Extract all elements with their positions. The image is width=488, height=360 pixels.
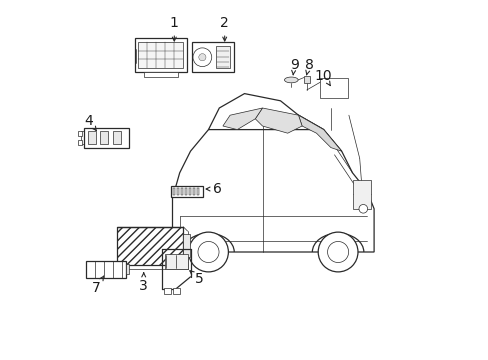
Bar bbox=[304, 76, 309, 83]
Bar bbox=[101, 131, 108, 144]
Bar bbox=[335, 80, 346, 96]
Bar bbox=[184, 188, 187, 195]
Polygon shape bbox=[298, 115, 341, 151]
Circle shape bbox=[199, 54, 205, 61]
Bar bbox=[138, 42, 183, 68]
Text: 8: 8 bbox=[304, 58, 313, 75]
Bar bbox=[125, 264, 129, 274]
Bar bbox=[188, 188, 191, 195]
Circle shape bbox=[198, 242, 219, 262]
Bar bbox=[134, 38, 186, 72]
Circle shape bbox=[193, 48, 211, 67]
Polygon shape bbox=[208, 94, 323, 130]
Bar bbox=[172, 188, 175, 195]
Bar bbox=[183, 234, 189, 257]
Bar bbox=[321, 80, 332, 96]
Circle shape bbox=[188, 232, 228, 272]
Text: 3: 3 bbox=[139, 273, 148, 293]
Bar bbox=[320, 78, 347, 98]
Polygon shape bbox=[172, 108, 373, 252]
Text: 5: 5 bbox=[189, 271, 203, 286]
Text: 2: 2 bbox=[220, 17, 228, 41]
Bar bbox=[177, 188, 179, 195]
Bar bbox=[192, 42, 233, 72]
Bar bbox=[78, 140, 82, 145]
Polygon shape bbox=[255, 108, 302, 133]
Bar bbox=[164, 254, 187, 269]
Bar bbox=[181, 188, 183, 195]
Bar bbox=[215, 46, 230, 68]
Bar bbox=[78, 131, 82, 136]
Bar bbox=[196, 188, 199, 195]
Circle shape bbox=[327, 242, 348, 262]
Bar bbox=[88, 131, 96, 144]
Bar bbox=[170, 186, 203, 197]
Polygon shape bbox=[223, 108, 262, 130]
Circle shape bbox=[318, 232, 357, 272]
Ellipse shape bbox=[284, 77, 298, 83]
Circle shape bbox=[358, 204, 367, 213]
Bar bbox=[352, 180, 370, 209]
Text: 1: 1 bbox=[169, 17, 179, 41]
Text: 9: 9 bbox=[289, 58, 298, 75]
Text: 10: 10 bbox=[314, 69, 332, 86]
Bar bbox=[117, 227, 183, 265]
Bar bbox=[113, 131, 121, 144]
Bar bbox=[84, 128, 129, 148]
Bar bbox=[192, 188, 195, 195]
Bar bbox=[86, 261, 125, 278]
Bar bbox=[143, 72, 178, 77]
Text: 6: 6 bbox=[206, 182, 222, 196]
Bar bbox=[172, 288, 179, 294]
Bar bbox=[163, 288, 170, 294]
Text: 7: 7 bbox=[92, 276, 103, 295]
Text: 4: 4 bbox=[84, 114, 96, 131]
